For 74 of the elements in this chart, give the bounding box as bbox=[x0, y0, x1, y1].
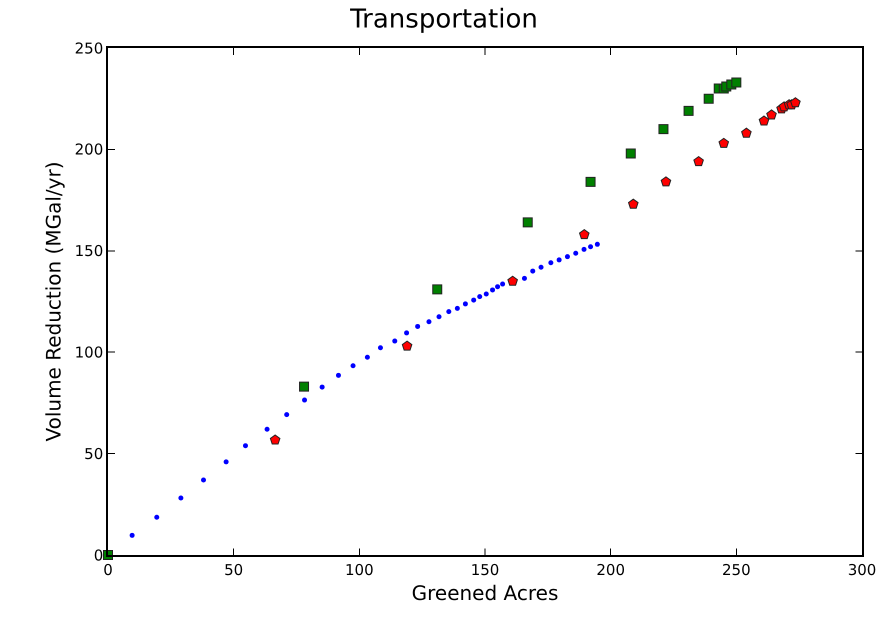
point bbox=[224, 459, 229, 464]
point bbox=[579, 229, 590, 240]
point bbox=[626, 148, 636, 158]
point bbox=[522, 217, 533, 228]
point bbox=[628, 198, 639, 209]
point bbox=[556, 257, 562, 262]
x-tick-label: 200 bbox=[596, 560, 625, 579]
point bbox=[284, 412, 290, 418]
y-tick-label: 0 bbox=[94, 546, 104, 564]
point bbox=[588, 244, 594, 250]
point bbox=[573, 250, 578, 256]
point bbox=[684, 106, 694, 116]
point bbox=[758, 116, 770, 126]
point bbox=[242, 443, 248, 448]
point bbox=[594, 242, 600, 247]
point bbox=[415, 324, 420, 329]
point bbox=[704, 94, 714, 104]
x-tick-label: 300 bbox=[848, 560, 876, 579]
x-axis-title: Greened Acres bbox=[412, 580, 558, 605]
y-tick-label: 150 bbox=[74, 242, 104, 260]
x-tick-label: 250 bbox=[722, 560, 751, 579]
point bbox=[477, 294, 482, 300]
point bbox=[586, 176, 596, 187]
point bbox=[130, 532, 135, 538]
point bbox=[320, 384, 325, 390]
point bbox=[530, 268, 536, 274]
y-tick-label: 200 bbox=[74, 140, 104, 159]
point bbox=[741, 128, 752, 138]
point bbox=[658, 124, 668, 134]
point bbox=[522, 276, 527, 281]
x-tick-label: 100 bbox=[345, 560, 374, 579]
point bbox=[582, 246, 587, 252]
point bbox=[264, 426, 270, 432]
point bbox=[766, 109, 777, 120]
y-tick-label: 100 bbox=[74, 343, 104, 362]
point bbox=[693, 156, 704, 166]
y-axis-title: Volume Reduction (MGal/yr) bbox=[42, 161, 66, 442]
point bbox=[500, 282, 506, 287]
point bbox=[495, 284, 500, 290]
point bbox=[364, 354, 370, 360]
point bbox=[270, 434, 280, 445]
point bbox=[350, 363, 356, 368]
point bbox=[178, 496, 184, 501]
y-tick-label: 50 bbox=[84, 444, 104, 463]
point bbox=[392, 338, 398, 344]
point bbox=[548, 260, 554, 266]
point bbox=[484, 292, 489, 296]
point bbox=[426, 319, 432, 324]
point bbox=[564, 254, 570, 260]
point bbox=[299, 382, 310, 392]
point bbox=[454, 306, 460, 311]
point bbox=[432, 284, 442, 294]
point bbox=[402, 340, 412, 351]
point bbox=[660, 176, 672, 186]
point bbox=[302, 398, 308, 403]
point bbox=[446, 309, 452, 314]
point bbox=[201, 477, 206, 482]
point bbox=[490, 287, 496, 292]
point bbox=[378, 345, 383, 350]
y-tick-label: 250 bbox=[74, 39, 104, 58]
x-tick-label: 150 bbox=[470, 560, 500, 579]
point bbox=[462, 301, 468, 306]
point bbox=[154, 514, 160, 520]
point bbox=[336, 372, 341, 378]
point bbox=[790, 97, 801, 108]
point bbox=[718, 138, 730, 148]
point bbox=[731, 77, 742, 88]
chart-title: Transportation bbox=[349, 4, 538, 35]
point bbox=[436, 314, 442, 320]
point bbox=[507, 276, 518, 286]
point bbox=[538, 264, 544, 270]
point bbox=[471, 298, 476, 303]
point bbox=[404, 330, 410, 336]
x-tick-label: 50 bbox=[224, 560, 244, 579]
